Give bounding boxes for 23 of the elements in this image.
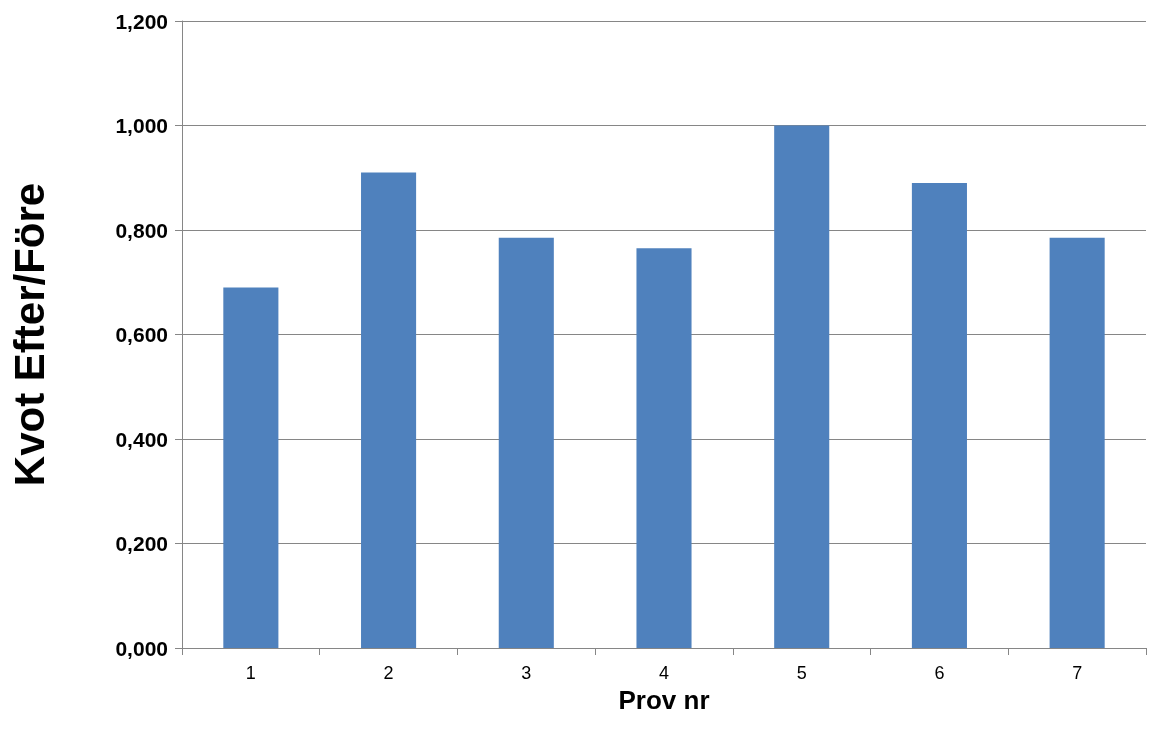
y-tick-label: 0,800 xyxy=(115,218,168,242)
x-tick-label: 4 xyxy=(658,663,670,683)
y-tick-label: 0,200 xyxy=(115,532,168,555)
y-axis-title: Kvot Efter/Före xyxy=(5,182,53,487)
bar xyxy=(911,182,967,648)
y-tick-label: 0,600 xyxy=(115,323,168,346)
y-tick-label: 1,000 xyxy=(115,114,168,137)
x-tick-label: 1 xyxy=(245,663,256,683)
bar xyxy=(498,237,554,648)
x-tick-label: 5 xyxy=(796,663,807,683)
y-tick-label: 1,200 xyxy=(115,9,168,33)
bar xyxy=(223,287,279,648)
x-tick-label: 3 xyxy=(521,663,532,683)
bar xyxy=(361,172,417,648)
y-tick-label: 0,400 xyxy=(115,427,168,451)
bar xyxy=(1049,237,1105,648)
x-tick-label: 2 xyxy=(383,663,394,683)
x-axis-title: Prov nr xyxy=(618,684,710,715)
bar xyxy=(636,248,692,648)
x-tick-label: 7 xyxy=(1072,663,1083,683)
x-tick-label: 6 xyxy=(934,663,945,683)
bar xyxy=(774,125,830,648)
y-tick-label: 0,000 xyxy=(115,636,168,660)
